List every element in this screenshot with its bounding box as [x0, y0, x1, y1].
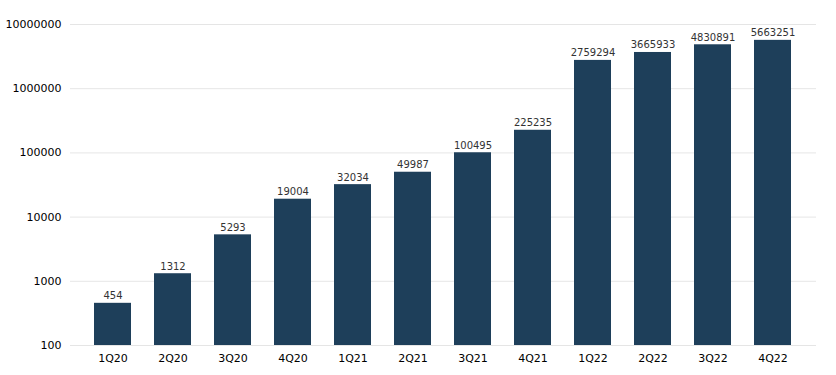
svg-text:1Q22: 1Q22 [578, 352, 608, 365]
svg-text:2Q20: 2Q20 [158, 352, 188, 365]
svg-text:1000000: 1000000 [13, 82, 62, 95]
svg-text:2759294: 2759294 [571, 47, 616, 58]
svg-text:1000: 1000 [34, 275, 62, 288]
svg-text:1312: 1312 [160, 261, 185, 272]
svg-text:3665933: 3665933 [631, 39, 676, 50]
svg-text:454: 454 [103, 290, 122, 301]
svg-text:5293: 5293 [220, 222, 245, 233]
svg-text:1Q20: 1Q20 [98, 352, 128, 365]
svg-text:4Q20: 4Q20 [278, 352, 308, 365]
svg-text:49987: 49987 [397, 159, 429, 170]
svg-text:100495: 100495 [454, 140, 492, 151]
svg-text:1Q21: 1Q21 [338, 352, 368, 365]
svg-text:10000: 10000 [27, 211, 62, 224]
svg-text:3Q21: 3Q21 [458, 352, 488, 365]
svg-text:2Q21: 2Q21 [398, 352, 428, 365]
svg-text:100000: 100000 [20, 146, 62, 159]
svg-text:5663251: 5663251 [751, 27, 796, 38]
svg-text:100: 100 [41, 339, 62, 352]
svg-text:3Q22: 3Q22 [698, 352, 728, 365]
svg-text:4Q22: 4Q22 [758, 352, 788, 365]
svg-text:225235: 225235 [514, 117, 552, 128]
svg-text:2Q22: 2Q22 [638, 352, 668, 365]
svg-text:10000000: 10000000 [6, 18, 62, 31]
svg-text:32034: 32034 [337, 172, 369, 183]
svg-text:4Q21: 4Q21 [518, 352, 548, 365]
svg-text:4830891: 4830891 [691, 32, 736, 43]
svg-text:3Q20: 3Q20 [218, 352, 248, 365]
svg-text:19004: 19004 [277, 186, 309, 197]
